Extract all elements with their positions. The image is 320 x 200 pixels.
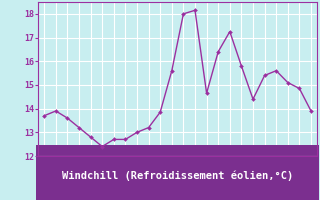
X-axis label: Windchill (Refroidissement éolien,°C): Windchill (Refroidissement éolien,°C) <box>62 171 293 181</box>
